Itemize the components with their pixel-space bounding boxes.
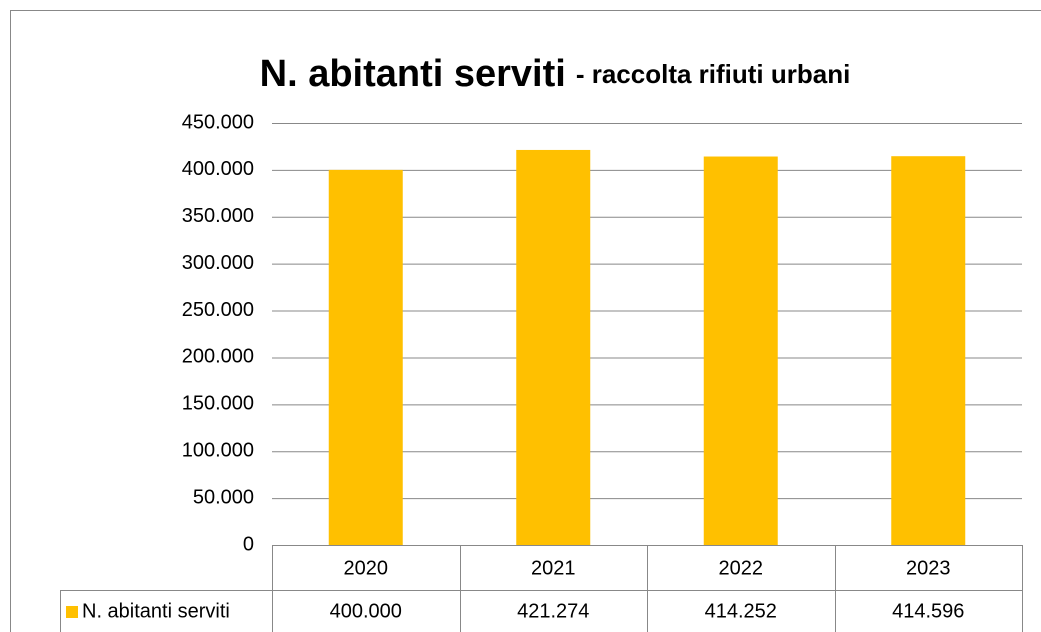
x-tick-label: 2021 [531, 557, 576, 579]
table-value: 414.252 [705, 600, 777, 622]
y-tick-label: 200.000 [182, 346, 254, 368]
bar [516, 149, 591, 545]
legend-label: N. abitanti serviti [82, 600, 230, 622]
table-value: 421.274 [517, 600, 589, 622]
bar [328, 169, 403, 545]
bar [891, 156, 966, 545]
chart-subtitle: - raccolta rifiuti urbani [576, 59, 851, 89]
y-tick-label: 350.000 [182, 205, 254, 227]
y-tick-label: 50.000 [193, 486, 254, 508]
x-tick-label: 2022 [719, 557, 764, 579]
chart-title-group: N. abitanti serviti - raccolta rifiuti ur… [260, 53, 851, 95]
y-tick-label: 100.000 [182, 440, 254, 462]
y-tick-label: 0 [243, 533, 254, 555]
table-value: 400.000 [330, 600, 402, 622]
table-value: 414.596 [892, 600, 964, 622]
y-tick-label: 250.000 [182, 299, 254, 321]
y-tick-label: 150.000 [182, 393, 254, 415]
y-tick-label: 400.000 [182, 158, 254, 180]
bar [703, 156, 778, 545]
legend-swatch [66, 606, 78, 618]
x-tick-label: 2020 [344, 557, 389, 579]
x-tick-label: 2023 [906, 557, 951, 579]
y-tick-label: 300.000 [182, 252, 254, 274]
chart-title: N. abitanti serviti [260, 53, 566, 95]
y-tick-label: 450.000 [182, 111, 254, 133]
